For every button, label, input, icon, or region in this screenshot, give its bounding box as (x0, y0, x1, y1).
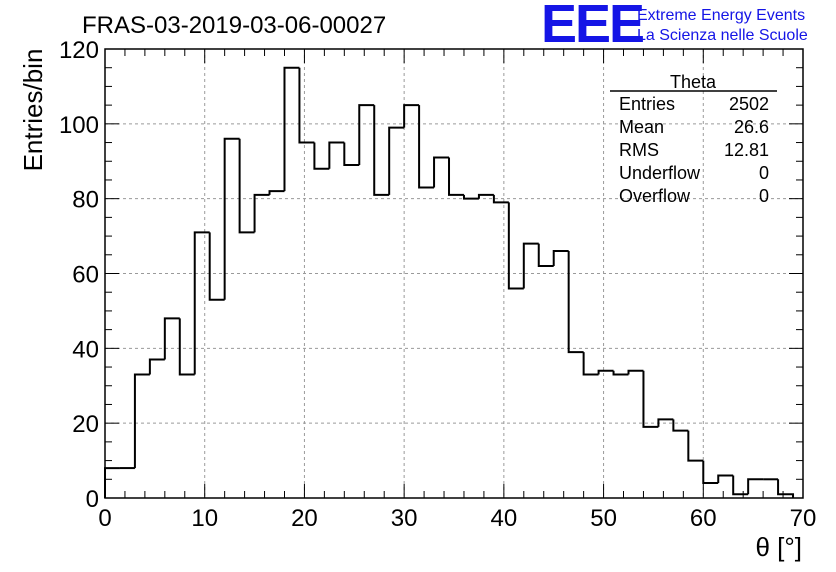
y-tick-label: 20 (72, 411, 99, 438)
histogram-bin (148, 358, 165, 375)
y-tick-label: 40 (72, 336, 99, 363)
x-tick-label: 0 (98, 505, 111, 532)
x-axis-title: θ [°] (755, 532, 802, 562)
y-tick-label: 60 (72, 262, 99, 289)
chart-title: FRAS-03-2019-03-06-00027 (82, 12, 386, 39)
histogram-bin (672, 419, 689, 432)
axis-ticks (104, 48, 804, 499)
histogram-bin (133, 373, 150, 469)
histogram-bin (238, 138, 255, 234)
stats-row-value: 2502 (729, 94, 769, 114)
stats-row-value: 0 (759, 163, 769, 183)
histogram-bin (163, 317, 180, 360)
eee-logo-mark: EEE (541, 0, 643, 54)
stats-row-label: RMS (619, 140, 659, 160)
y-axis-title: Entries/bin (18, 49, 48, 172)
histogram-bin (507, 202, 524, 290)
stats-row-label: Entries (619, 94, 675, 114)
stats-row-label: Mean (619, 117, 664, 137)
histogram-bin (642, 370, 659, 428)
eee-logo-line1: Extreme Energy Events (637, 7, 805, 24)
histogram-bin (597, 369, 614, 375)
histogram-bin (343, 142, 360, 166)
histogram-bin (208, 232, 225, 301)
histogram-bin (717, 474, 734, 484)
histogram-bin (627, 369, 644, 375)
stats-box: Theta Entries 2502 Mean 26.6 RMS 12.81 Underfl… (610, 72, 777, 206)
histogram-bin (298, 67, 315, 144)
y-tick-labels: 0 20 40 60 80 100 120 (59, 37, 99, 513)
histogram-bin (178, 318, 195, 376)
histogram-bin (552, 250, 569, 267)
histogram-bin (492, 194, 509, 204)
stats-row-value: 12.81 (724, 140, 769, 160)
stats-row-value: 0 (759, 186, 769, 206)
histogram-bin (388, 126, 405, 195)
histogram-bin (433, 156, 450, 188)
stats-title: Theta (670, 72, 717, 92)
histogram-bin (223, 137, 240, 300)
x-tick-label: 30 (391, 505, 418, 532)
histogram-bin (193, 231, 210, 375)
stats-row-label: Underflow (619, 163, 701, 183)
histogram-bin (522, 242, 539, 289)
x-tick-label: 50 (590, 505, 617, 532)
stats-row-value: 26.6 (734, 117, 769, 137)
histogram-bin (283, 66, 300, 192)
histogram-bin (328, 141, 345, 169)
histogram-bin (104, 467, 120, 498)
stats-row-label: Overflow (619, 186, 691, 206)
x-tick-label: 60 (690, 505, 717, 532)
histogram-series (104, 66, 795, 498)
y-tick-label: 100 (59, 112, 99, 139)
histogram-bin (477, 193, 494, 199)
y-tick-label: 0 (86, 486, 99, 513)
histogram-bin (373, 105, 390, 196)
histogram-bin (448, 157, 464, 196)
y-tick-label: 80 (72, 187, 99, 214)
histogram-bin (747, 478, 764, 495)
histogram-bin (268, 190, 285, 195)
histogram-bin (612, 370, 629, 376)
histogram-bin (702, 460, 719, 485)
histogram-bin (253, 193, 270, 233)
histogram-bin (403, 104, 420, 128)
x-tick-label: 40 (491, 505, 518, 532)
histogram-bin (777, 479, 795, 498)
y-tick-label: 120 (59, 37, 99, 64)
histogram-bin (657, 418, 674, 427)
eee-logo: EEE Extreme Energy Events La Scienza nel… (541, 0, 808, 54)
x-tick-label: 20 (291, 505, 318, 532)
histogram-bin (418, 105, 435, 189)
x-tick-label: 70 (790, 505, 817, 532)
x-tick-labels: 0 10 20 30 40 50 60 70 (98, 505, 816, 532)
histogram-bin (567, 251, 584, 354)
histogram-bin (537, 243, 554, 268)
x-tick-label: 10 (191, 505, 218, 532)
histogram-bin (687, 430, 704, 462)
histogram-bin (358, 104, 375, 165)
eee-logo-line2: La Scienza nelle Scuole (637, 27, 808, 44)
histogram-bin (582, 352, 599, 376)
histogram-bin (313, 142, 330, 170)
histogram-bin (462, 194, 479, 200)
histogram-bin (732, 475, 749, 496)
